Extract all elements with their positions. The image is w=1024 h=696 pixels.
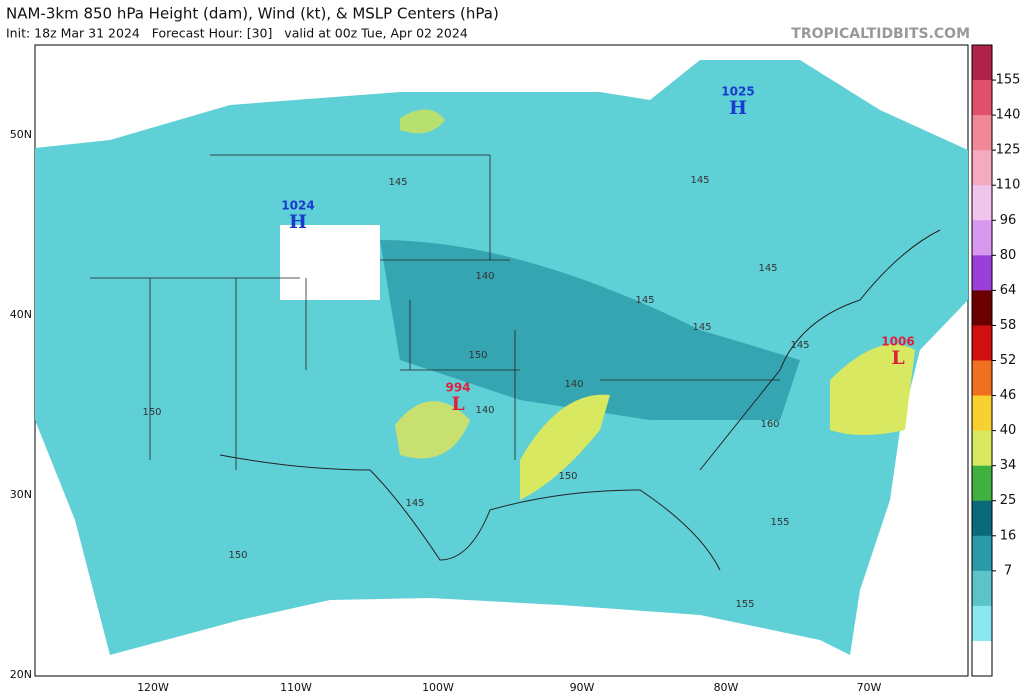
colorbar-label: 110 xyxy=(996,178,1021,193)
contour-label: 140 xyxy=(475,405,494,416)
contour-label: 155 xyxy=(770,517,789,528)
colorbar-label: 46 xyxy=(1000,388,1017,403)
center-value: 1006 xyxy=(881,335,914,349)
colorbar-swatch xyxy=(972,535,992,572)
lat-label: 50N xyxy=(10,128,32,141)
jet-max xyxy=(395,401,470,459)
colorbar-swatch xyxy=(972,325,992,361)
colorbar-swatch xyxy=(972,640,992,677)
contour-label: 160 xyxy=(760,419,779,430)
contour-label: 145 xyxy=(758,263,777,274)
center-symbol: H xyxy=(729,97,747,119)
colorbar-label: 40 xyxy=(1000,423,1017,438)
colorbar-swatch xyxy=(972,45,992,81)
lon-label: 90W xyxy=(570,681,595,694)
contour-label: 140 xyxy=(475,271,494,282)
center-symbol: L xyxy=(451,393,464,415)
map xyxy=(34,44,969,677)
state-borders xyxy=(90,154,780,470)
lon-label: 100W xyxy=(422,681,454,694)
contour-label: 155 xyxy=(735,599,754,610)
jet-max xyxy=(400,109,445,134)
colorbar-label: 7 xyxy=(1004,563,1012,578)
subtitle: Init: 18z Mar 31 2024 Forecast Hour: [30… xyxy=(6,26,468,41)
lat-label: 20N xyxy=(10,668,32,681)
colorbar-label: 58 xyxy=(1000,318,1017,333)
colorbar-swatch xyxy=(972,115,992,151)
colorbar-swatch xyxy=(972,360,992,397)
colorbar-swatch xyxy=(972,80,992,116)
colorbar-swatch xyxy=(972,290,992,326)
contour-label: 150 xyxy=(142,407,161,418)
colorbar-swatch xyxy=(972,500,992,537)
contour-label: 145 xyxy=(690,175,709,186)
contour-label: 150 xyxy=(558,471,577,482)
colorbar-swatch xyxy=(972,150,992,186)
colorbar-label: 64 xyxy=(1000,283,1017,298)
contour-label: 150 xyxy=(228,550,247,561)
colorbar-label: 34 xyxy=(1000,458,1017,473)
center-value: 1025 xyxy=(721,85,754,99)
contour-label: 150 xyxy=(468,350,487,361)
gap xyxy=(280,225,380,300)
colorbar-label: 80 xyxy=(1000,248,1017,263)
colorbar-swatch xyxy=(972,430,992,467)
colorbar-label: 16 xyxy=(1000,528,1017,543)
lon-label: 120W xyxy=(137,681,169,694)
colorbar-swatch xyxy=(972,255,992,291)
wind-core xyxy=(380,240,800,420)
jet-max xyxy=(830,344,915,435)
contour-label: 145 xyxy=(790,340,809,351)
colorbar-label: 25 xyxy=(1000,493,1017,508)
center-symbol: L xyxy=(891,347,904,369)
center-value: 1024 xyxy=(281,199,314,213)
colorbar-swatch xyxy=(972,605,992,642)
contour-label: 140 xyxy=(564,379,583,390)
jet-max xyxy=(520,394,610,500)
coastline xyxy=(219,229,941,571)
colorbar-label: 140 xyxy=(996,108,1021,123)
center-symbol: H xyxy=(289,211,307,233)
colorbar-label: 155 xyxy=(996,73,1021,88)
colorbar-swatch xyxy=(972,220,992,256)
contour-label: 145 xyxy=(405,498,424,509)
colorbar-swatch xyxy=(972,185,992,221)
title: NAM-3km 850 hPa Height (dam), Wind (kt),… xyxy=(6,5,499,23)
lon-label: 70W xyxy=(857,681,882,694)
colorbar-label: 96 xyxy=(1000,213,1017,228)
colorbar-swatch xyxy=(972,395,992,432)
colorbar-label: 52 xyxy=(1000,353,1017,368)
contour-label: 145 xyxy=(635,295,654,306)
colorbar: 155 140 125 110 96 80 64 58 52 46 40 34 25 16 7 xyxy=(971,44,1021,677)
lon-label: 80W xyxy=(714,681,739,694)
lat-label: 40N xyxy=(10,308,32,321)
colorbar-label: 125 xyxy=(996,143,1021,158)
center-value: 994 xyxy=(445,381,470,395)
contour-label: 145 xyxy=(388,177,407,188)
site-name: TROPICALTIDBITS.COM xyxy=(791,26,970,42)
lat-label: 30N xyxy=(10,488,32,501)
colorbar-swatch xyxy=(972,465,992,502)
colorbar-swatch xyxy=(972,570,992,607)
contour-label: 145 xyxy=(692,322,711,333)
lon-label: 110W xyxy=(280,681,312,694)
